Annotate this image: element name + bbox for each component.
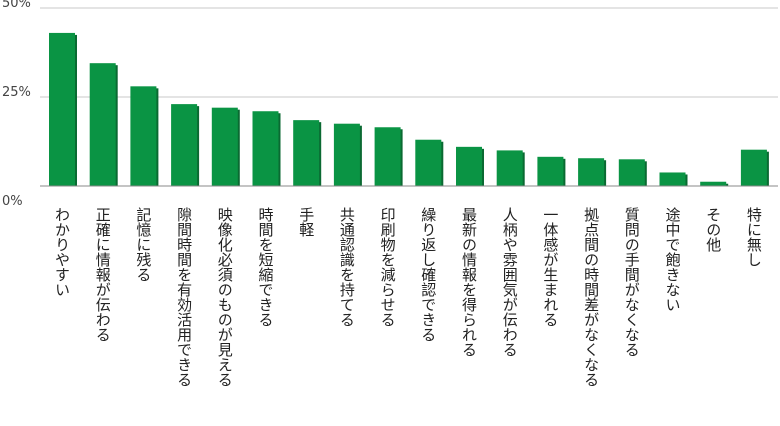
x-tick-label: 拠点間の時間差がなくなる [582,207,601,387]
bar [130,86,157,186]
x-tick-label: 手軽 [297,207,316,237]
bar [211,107,238,186]
y-axis-ticks: 0% 25% 50% [2,0,31,209]
x-tick-label: 最新の情報を得られる [460,207,478,357]
x-tick-label: 一体感が生まれる [541,207,560,327]
bar [659,172,686,186]
grid-lines [40,7,778,98]
x-tick-label: わかりやすい [53,207,71,297]
bar [252,111,279,186]
bar [537,156,564,186]
bar [740,149,767,186]
y-tick-label: 25% [2,85,31,100]
bar [171,104,198,186]
x-tick-label: 繰り返し確認できる [419,207,438,342]
bar [496,150,523,186]
bar [578,158,605,186]
y-tick-label: 0% [2,194,23,209]
x-tick-label: 印刷物を減らせる [378,207,397,327]
bar [618,159,645,186]
x-tick-label: 途中で飽きない [663,207,682,312]
bar [374,127,401,186]
x-tick-label: その他 [704,207,723,252]
x-tick-label: 記憶に残る [134,207,153,282]
x-tick-label: 特に無し [744,207,763,267]
bar [333,123,360,186]
x-tick-label: 映像化必須のものが見える [215,207,234,387]
bar [293,120,320,186]
x-tick-label: 時間を短縮できる [256,207,275,327]
bar [700,181,727,186]
bars [49,32,769,186]
bar [89,63,116,186]
y-tick-label: 50% [2,0,31,11]
x-tick-label: 正確に情報が伝わる [93,207,112,342]
bar [456,146,482,186]
bar [49,32,75,186]
x-tick-label: 隙間時間を有効活用できる [175,207,194,387]
x-tick-label: 質問の手間がなくなる [622,207,641,357]
x-tick-label: 人柄や雰囲気が伝わる [500,207,519,357]
x-tick-label: 共通認識を持てる [337,207,356,327]
bar [415,139,442,186]
